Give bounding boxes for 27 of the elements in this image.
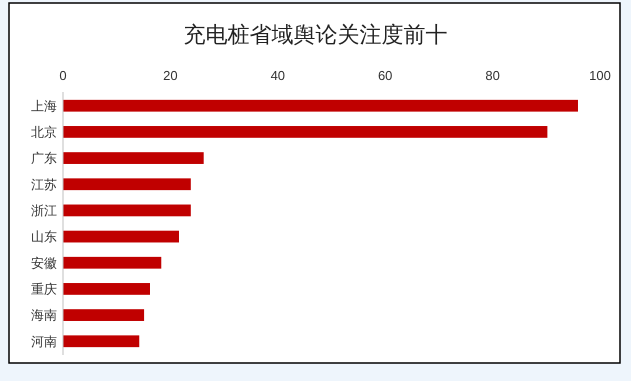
- bar: [63, 230, 179, 242]
- y-tick-label: 安徽: [31, 255, 57, 272]
- y-tick-label: 广东: [31, 152, 57, 167]
- bar: [63, 283, 150, 295]
- x-tick-label: 60: [378, 68, 392, 83]
- x-tick-label: 100: [589, 68, 611, 83]
- y-tick-label: 山东: [31, 230, 57, 246]
- x-tick-label: 80: [485, 68, 500, 83]
- bar: [63, 309, 144, 321]
- bar: [63, 126, 548, 138]
- bar: [63, 204, 191, 216]
- y-tick-label: 北京: [31, 125, 57, 140]
- x-tick-label: 0: [59, 68, 67, 83]
- x-tick-label: 40: [270, 68, 286, 83]
- y-tick-label: 上海: [31, 99, 57, 114]
- bar: [63, 178, 191, 190]
- y-tick-label: 海南: [31, 308, 57, 324]
- x-tick-label: 20: [163, 68, 178, 83]
- chart-title: 充电桩省域舆论关注度前十: [184, 23, 448, 48]
- bar: [63, 100, 578, 112]
- bar: [63, 256, 162, 269]
- bar: [63, 335, 140, 348]
- y-tick-label: 重庆: [31, 282, 57, 298]
- y-tick-label: 浙江: [31, 204, 57, 219]
- y-tick-label: 江苏: [31, 178, 57, 193]
- bar: [63, 152, 204, 164]
- y-tick-label: 河南: [31, 334, 57, 350]
